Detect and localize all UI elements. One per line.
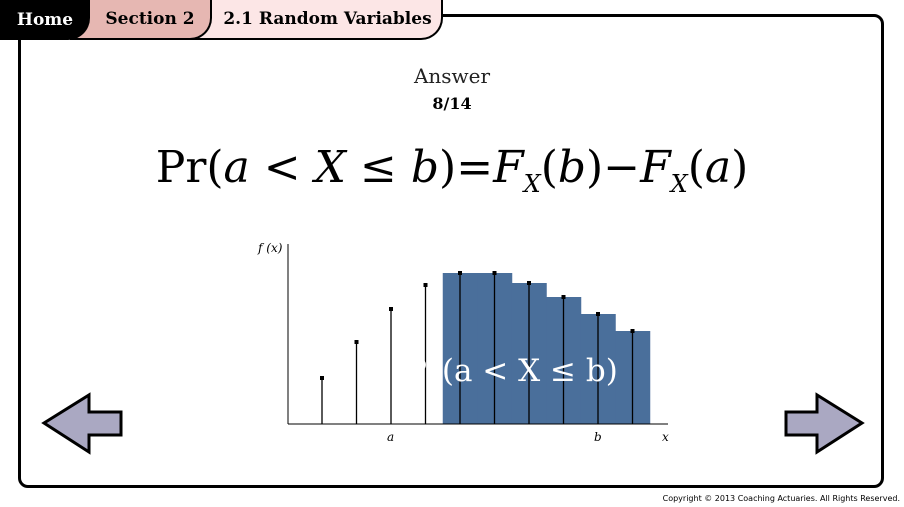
tick-a: a <box>387 430 394 444</box>
sub-X-2: X <box>670 169 688 198</box>
pmf-point <box>458 271 462 275</box>
var-a: a <box>223 142 250 193</box>
le-sign: ≤ <box>359 142 397 193</box>
page-counter: 8/14 <box>432 94 472 113</box>
pmf-point <box>320 376 324 380</box>
pmf-point <box>389 307 393 311</box>
answer-title: Answer <box>413 64 491 88</box>
var-a-2: a <box>704 142 732 193</box>
probability-annotation: Pr(a < X ≤ b) <box>406 353 618 389</box>
pmf-point <box>492 271 497 275</box>
tab-home[interactable]: Home <box>0 0 90 40</box>
y-axis-label: f (x) <box>257 241 283 255</box>
tick-b: b <box>594 430 602 444</box>
tab-section[interactable]: Section 2 <box>70 0 212 40</box>
sub-X-1: X <box>523 169 541 198</box>
tab-topic[interactable]: 2.1 Random Variables <box>190 0 443 40</box>
prev-arrow-icon[interactable] <box>41 392 123 455</box>
minus-sign: − <box>603 142 641 193</box>
pmf-point <box>354 340 359 344</box>
var-b-2: b <box>557 142 587 193</box>
lt-sign: < <box>263 142 301 193</box>
pmf-point <box>630 329 635 333</box>
x-axis-label: x <box>662 430 669 444</box>
pmf-point <box>561 295 566 299</box>
formula: Pr(a < X ≤ b)=FX(b)−FX(a) <box>155 142 749 198</box>
slide-frame <box>18 14 884 488</box>
F-b: F <box>493 142 524 193</box>
pmf-point <box>596 312 600 316</box>
copyright: Copyright © 2013 Coaching Actuaries. All… <box>662 494 900 503</box>
pr-text: Pr <box>155 142 207 193</box>
var-b: b <box>410 142 440 193</box>
next-arrow-icon[interactable] <box>784 392 865 455</box>
pmf-point <box>527 281 531 285</box>
F-a: F <box>640 142 671 193</box>
var-X: X <box>314 142 346 193</box>
eq-sign: = <box>456 142 494 193</box>
pmf-point <box>423 283 428 287</box>
